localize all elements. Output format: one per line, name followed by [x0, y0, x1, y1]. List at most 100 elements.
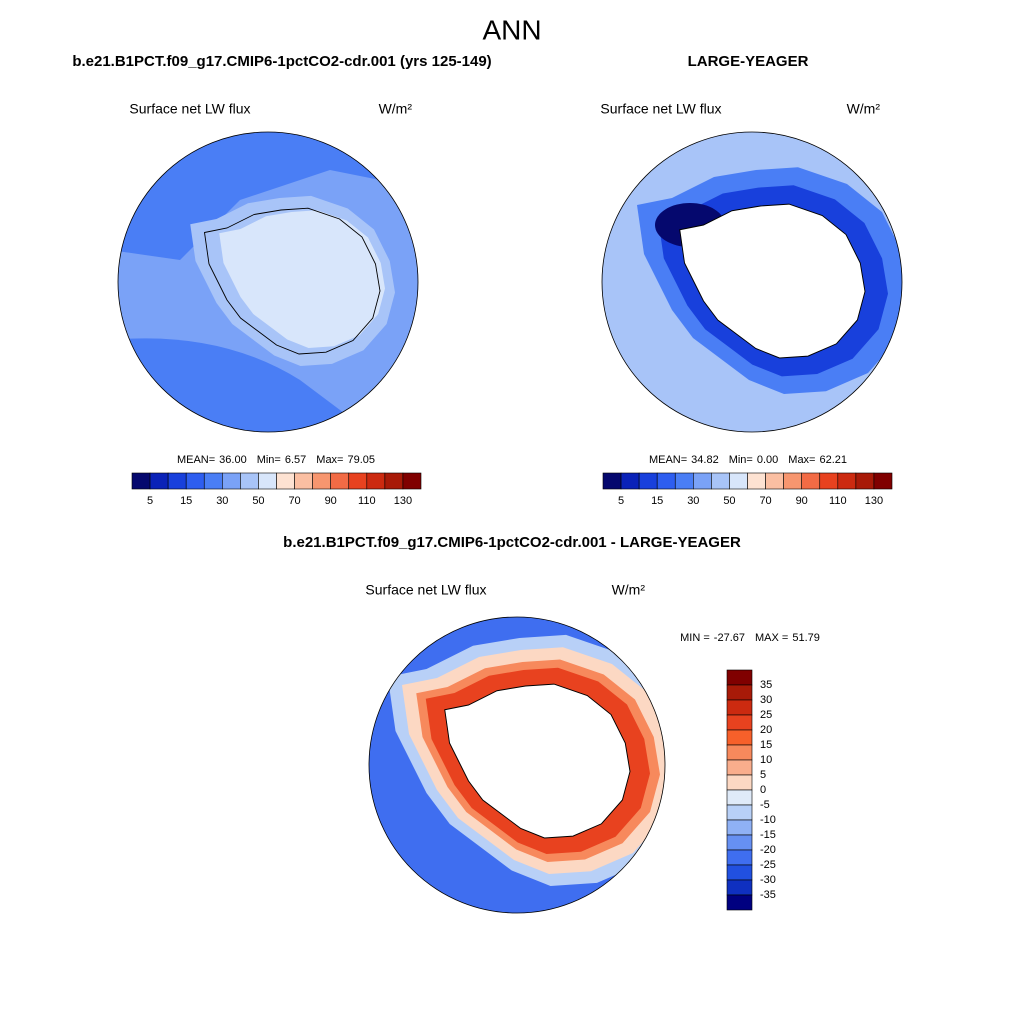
stat-value: 79.05	[348, 454, 376, 466]
colorbar-label: 5	[760, 769, 766, 781]
variable-label: Surface net LW flux	[600, 101, 721, 117]
stat-name: Max=	[316, 454, 343, 466]
panel-title: b.e21.B1PCT.f09_g17.CMIP6-1pctCO2-cdr.00…	[283, 534, 741, 551]
colorbar-label: 90	[325, 495, 337, 507]
colorbar-box	[674, 472, 694, 490]
colorbar-label: 130	[394, 495, 412, 507]
colorbar-label: 90	[796, 495, 808, 507]
figure-title: ANN	[482, 14, 541, 45]
colorbar-box	[726, 849, 753, 866]
map-panel-1	[118, 132, 418, 432]
colorbar-box	[855, 472, 875, 490]
colorbar-label: 10	[760, 754, 772, 766]
colorbar-label: 30	[760, 694, 772, 706]
colorbar-box	[222, 472, 241, 490]
colorbar-label: 25	[760, 709, 772, 721]
colorbar-label: 30	[216, 495, 228, 507]
panel-title: LARGE-YEAGER	[688, 53, 809, 70]
colorbar-label: -25	[760, 859, 776, 871]
colorbar-box	[783, 472, 802, 490]
colorbar-label: 110	[358, 495, 376, 507]
stat-value: -27.67	[714, 632, 745, 644]
colorbar-box	[258, 472, 277, 490]
colorbar-label: 130	[865, 495, 883, 507]
colorbar-box	[726, 759, 753, 776]
colorbar-box	[330, 472, 350, 490]
colorbar-box	[131, 472, 151, 490]
colorbar-box	[167, 472, 187, 490]
units-label: W/m²	[379, 101, 413, 117]
colorbar-box	[638, 472, 658, 490]
colorbar-box	[294, 472, 313, 490]
colorbar-label: -30	[760, 874, 776, 886]
stat-name: MEAN=	[177, 454, 215, 466]
colorbar-label: -5	[760, 799, 770, 811]
colorbar-box	[801, 472, 821, 490]
stat-value: 62.21	[820, 454, 848, 466]
colorbar-label: 35	[760, 679, 772, 691]
colorbar-box	[312, 472, 331, 490]
colorbar-box	[726, 699, 753, 716]
colorbar-box	[656, 472, 676, 490]
colorbar-label: 70	[288, 495, 300, 507]
colorbar-box	[726, 714, 753, 731]
colorbar-box	[726, 804, 753, 821]
colorbar-label: 20	[760, 724, 772, 736]
units-label: W/m²	[612, 582, 646, 598]
colorbar-box	[693, 472, 712, 490]
colorbar-box	[726, 789, 753, 806]
colorbar-label: -10	[760, 814, 776, 826]
colorbar-box	[711, 472, 730, 490]
map-border	[368, 616, 666, 914]
colorbar-box	[765, 472, 784, 490]
stat-name: MEAN=	[649, 454, 687, 466]
stat-name: MAX =	[755, 632, 788, 644]
stats-label: MIN = -27.67 MAX = 51.79	[680, 632, 820, 644]
map-panel-2	[602, 132, 902, 432]
stat-value: 34.82	[691, 454, 719, 466]
colorbar-box	[149, 472, 169, 490]
colorbar-box	[348, 472, 368, 490]
stat-name: Min=	[729, 454, 753, 466]
units-label: W/m²	[847, 101, 881, 117]
stats-label: MEAN= 36.00 Min= 6.57 Max= 79.05	[177, 454, 375, 466]
panel-title: b.e21.B1PCT.f09_g17.CMIP6-1pctCO2-cdr.00…	[72, 53, 491, 70]
map-border	[117, 131, 419, 433]
colorbar-box	[726, 669, 753, 686]
colorbar-label: 5	[147, 495, 153, 507]
colorbar-box	[203, 472, 223, 490]
colorbar-box	[729, 472, 748, 490]
colorbar-box	[873, 472, 893, 490]
stat-value: 6.57	[285, 454, 306, 466]
colorbar-box	[726, 744, 753, 761]
stat-value: 0.00	[757, 454, 778, 466]
stats-label: MEAN= 34.82 Min= 0.00 Max= 62.21	[649, 454, 847, 466]
colorbar-label: 30	[687, 495, 699, 507]
colorbar-box	[726, 819, 753, 836]
colorbar-label: -15	[760, 829, 776, 841]
colorbar-label: 110	[829, 495, 847, 507]
colorbar-label: 15	[760, 739, 772, 751]
colorbar-label: 15	[651, 495, 663, 507]
colorbar-box	[726, 834, 753, 851]
colorbar-box	[747, 472, 766, 490]
colorbar-box	[726, 864, 753, 881]
colorbar-box	[819, 472, 839, 490]
colorbar-box	[366, 472, 386, 490]
colorbar-label: 15	[180, 495, 192, 507]
colorbar-label: -35	[760, 889, 776, 901]
colorbar-box	[726, 879, 753, 896]
map-border	[601, 131, 903, 433]
variable-label: Surface net LW flux	[129, 101, 250, 117]
stat-value: 51.79	[792, 632, 820, 644]
colorbar-box	[726, 684, 753, 701]
colorbar-box	[837, 472, 857, 490]
colorbar-box	[402, 472, 422, 490]
stat-name: MIN =	[680, 632, 710, 644]
variable-label: Surface net LW flux	[365, 582, 486, 598]
colorbar-label: 50	[252, 495, 264, 507]
colorbar-label: 50	[723, 495, 735, 507]
colorbar-box	[240, 472, 259, 490]
colorbar-box	[726, 729, 753, 746]
